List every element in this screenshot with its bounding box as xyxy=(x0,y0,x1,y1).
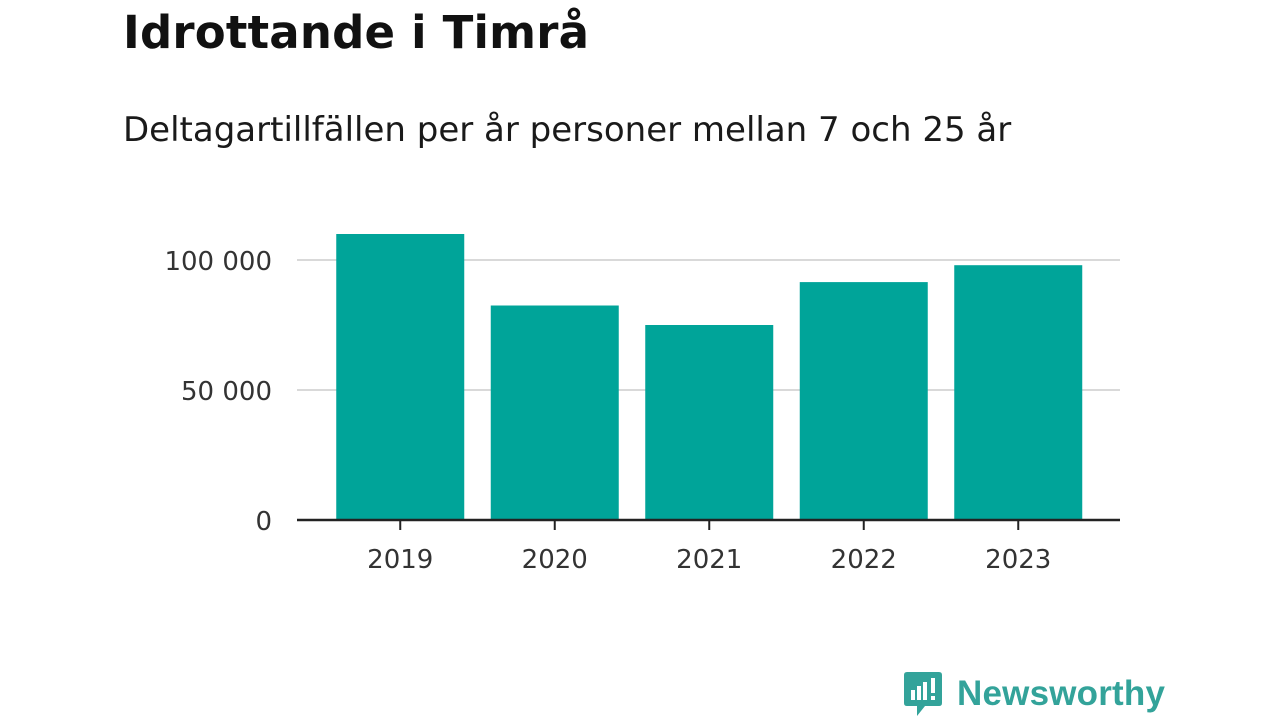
y-tick-label: 100 000 xyxy=(164,247,272,277)
y-axis-tick-labels: 0 50 000 100 000 xyxy=(164,247,272,537)
bar-2021 xyxy=(645,325,774,520)
bar-2020 xyxy=(490,305,619,520)
newsworthy-logo-icon xyxy=(904,672,942,716)
x-tick-label: 2023 xyxy=(985,545,1051,575)
chart-title: Idrottande i Timrå xyxy=(123,6,590,59)
chart-subtitle: Deltagartillfällen per år personer mella… xyxy=(123,110,1012,150)
brand-name: Newsworthy xyxy=(957,674,1166,713)
bar-2022 xyxy=(799,282,928,520)
bar-2023 xyxy=(954,265,1083,520)
bar-2019 xyxy=(336,234,465,520)
x-tick-label: 2021 xyxy=(676,545,742,575)
x-axis-tick-labels: 2019 2020 2021 2022 2023 xyxy=(367,545,1051,575)
x-tick-label: 2022 xyxy=(831,545,897,575)
x-tick-label: 2020 xyxy=(522,545,588,575)
newsworthy-brand: Newsworthy xyxy=(903,670,1165,718)
x-axis xyxy=(297,518,1120,530)
bars xyxy=(336,234,1083,520)
y-tick-label: 50 000 xyxy=(181,377,272,407)
y-tick-label: 0 xyxy=(255,507,272,537)
x-tick-label: 2019 xyxy=(367,545,433,575)
